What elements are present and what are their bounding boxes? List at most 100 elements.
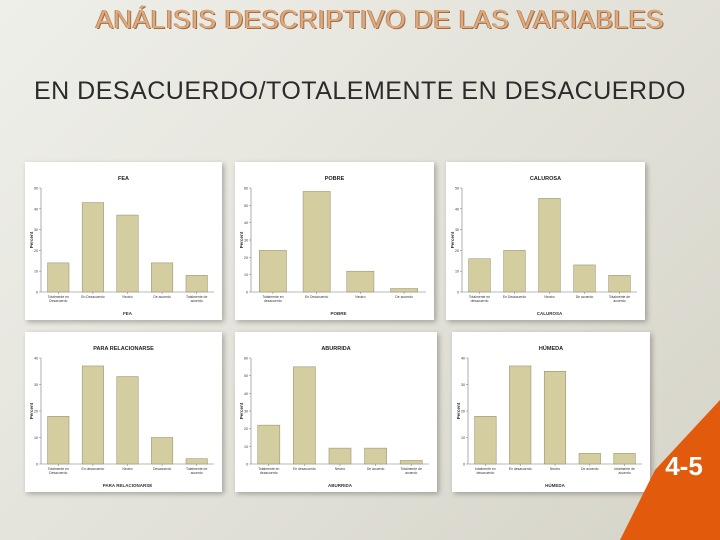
y-axis-label: Percent (29, 231, 34, 248)
y-tick-label: 50 (455, 187, 459, 191)
chart-title: PARA RELACIONARSE (93, 346, 154, 352)
bar (185, 458, 208, 465)
x-tick-label: En desacuerdo (81, 467, 104, 471)
slide-subtitle: EN DESACUERDO/TOTALEMENTE EN DESACUERDO (33, 77, 686, 105)
bar (47, 262, 70, 293)
x-tick-label: Neutro (544, 295, 554, 299)
bar (81, 365, 104, 465)
y-tick-label: 40 (244, 221, 248, 225)
x-tick-label: Neutro (122, 467, 132, 471)
y-tick-label: 20 (461, 410, 465, 414)
chart-title: CALUROSA (530, 176, 561, 182)
bar (474, 416, 497, 465)
bar (151, 262, 174, 293)
chart-svg: HÚMEDA 0 10 20 30 40 Percent totalmente en desac… (456, 345, 642, 488)
y-tick-label: 30 (34, 383, 38, 387)
bar (399, 460, 423, 465)
y-tick-label: 10 (244, 445, 248, 449)
y-axis-label: Percent (29, 402, 34, 419)
x-tick-label: Totalmente en Desacuerdo (48, 467, 69, 475)
bar (538, 198, 561, 293)
y-tick-label: 50 (244, 204, 248, 208)
y-tick-label: 50 (244, 374, 248, 378)
x-tick-label: Neutro (122, 295, 132, 299)
chart-panel-calurosa: CALUROSA 0 10 20 30 40 50 Percent Totalmente en d… (446, 162, 645, 320)
chart-title: POBRE (325, 176, 345, 182)
x-tick-label: totalmente en desacuerdo (475, 467, 496, 475)
chart-svg: PARA RELACIONARSE 0 10 20 30 40 Percent Totalme… (29, 346, 214, 488)
x-tick-label: En desacuerdo (293, 467, 316, 471)
y-tick-label: 40 (34, 207, 38, 211)
y-tick-label: 0 (246, 291, 248, 295)
bar (573, 264, 596, 293)
y-tick-label: 60 (244, 357, 248, 361)
y-tick-label: 0 (36, 463, 38, 467)
x-tick-label: De acuerdo (581, 467, 599, 471)
y-tick-label: 10 (455, 270, 459, 274)
bar (151, 437, 174, 465)
y-tick-label: 0 (246, 463, 248, 467)
y-tick-label: 10 (34, 270, 38, 274)
bar (116, 214, 139, 293)
bar (543, 371, 567, 465)
chart-title: ABURRIDA (321, 346, 350, 352)
page-number: 4-5 (665, 451, 703, 481)
bar (468, 258, 491, 293)
page-number-badge (620, 400, 720, 540)
x-tick-label: Totalmente en Desacuerdo (48, 295, 69, 303)
x-tick-label: En desacuerdo (509, 467, 532, 471)
y-tick-label: 20 (34, 410, 38, 414)
x-tick-label: De acuerdo (367, 467, 385, 471)
x-axis-label: POBRE (330, 311, 346, 316)
chart-title: FEA (118, 176, 129, 182)
y-axis-label: Percent (456, 402, 461, 419)
bar (328, 447, 352, 465)
bar (293, 366, 316, 465)
y-tick-label: 30 (455, 228, 459, 232)
y-tick-label: 10 (34, 436, 38, 440)
slide-title: ANÁLISIS DESCRIPTIVO DE LAS VARIABLES (95, 4, 665, 34)
y-tick-label: 40 (455, 207, 459, 211)
y-tick-label: 20 (244, 427, 248, 431)
x-tick-label: De acuerdo (395, 295, 413, 299)
y-tick-label: 0 (36, 291, 38, 295)
y-tick-label: 30 (244, 239, 248, 243)
x-axis-label: PARA RELACIONARSE (103, 483, 153, 488)
x-tick-label: En Desacuerdo (503, 295, 526, 299)
y-tick-label: 0 (457, 291, 459, 295)
x-tick-label: Totalmente de acuerdo (186, 295, 207, 303)
x-tick-label: Neutro (550, 467, 560, 471)
y-tick-label: 40 (244, 392, 248, 396)
chart-panel-para-relacionarse: PARA RELACIONARSE 0 10 20 30 40 Percent Totalme… (25, 332, 222, 492)
y-tick-label: 20 (34, 249, 38, 253)
chart-svg: CALUROSA 0 10 20 30 40 50 Percent Totalmente en d… (450, 176, 637, 316)
x-tick-label: Totalmente en desacuerdo (258, 467, 279, 475)
chart-svg: ABURRIDA 0 10 20 30 40 50 60 Percent Totalmente e… (239, 346, 429, 488)
bar (302, 191, 331, 293)
x-tick-label: Totalmente de acuerdo (186, 467, 207, 475)
y-axis-label: Percent (239, 402, 244, 419)
y-tick-label: 50 (34, 187, 38, 191)
x-tick-label: De acuerdo (576, 295, 594, 299)
x-tick-label: Totalmente de acuerdo (401, 467, 422, 475)
y-tick-label: 40 (34, 357, 38, 361)
bar (116, 376, 139, 465)
x-tick-label: Totalmente en desacuerdo (262, 295, 283, 303)
chart-panel-fea: FEA 0 10 20 30 40 50 Percent Totalmente en Desacu… (25, 162, 222, 320)
x-axis-label: ABURRIDA (328, 483, 353, 488)
y-axis-label: Percent (450, 231, 455, 248)
bar (185, 275, 208, 293)
y-tick-label: 30 (244, 410, 248, 414)
y-tick-label: 10 (461, 436, 465, 440)
bar (503, 250, 526, 293)
bar (346, 270, 375, 293)
bar (81, 202, 104, 293)
y-tick-label: 60 (244, 187, 248, 191)
x-tick-label: En Desacuerdo (305, 295, 328, 299)
chart-panel-aburrida: ABURRIDA 0 10 20 30 40 50 60 Percent Totalmente e… (235, 332, 437, 492)
x-axis-label: FEA (123, 311, 133, 316)
bar (509, 365, 532, 465)
bar (390, 288, 418, 293)
y-tick-label: 0 (463, 463, 465, 467)
bar (257, 424, 281, 465)
